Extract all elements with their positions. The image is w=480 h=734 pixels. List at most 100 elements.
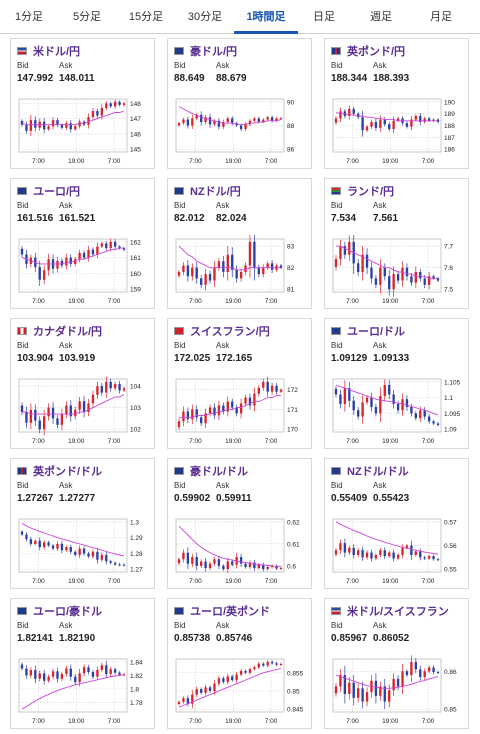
candle — [96, 246, 99, 255]
currency-pair-link[interactable]: ユーロ/ドル — [331, 324, 405, 338]
candle — [43, 121, 46, 130]
price-chart: 190 189 188 187 186 7:00 19:00 7:00 — [332, 98, 455, 165]
ask-value: 1.09133 — [373, 353, 410, 364]
currency-card[interactable]: ユーロ/豪ドル Bid Ask 1.82141 1.82190 1.84 1.82 1.8 1.… — [10, 598, 155, 729]
currency-pair-link[interactable]: スイスフラン/円 — [174, 324, 270, 338]
currency-pair-link[interactable]: 米ドル/スイスフラン — [331, 604, 449, 618]
y-tick-label: 1.095 — [444, 411, 461, 418]
candle — [78, 673, 81, 683]
currency-pair-link[interactable]: 英ポンド/ドル — [17, 464, 102, 478]
candle — [109, 381, 112, 389]
currency-card[interactable]: 豪ドル/ドル Bid Ask 0.59902 0.59911 0.62 0.61 0.6 7:0… — [167, 458, 312, 589]
x-tick-label: 19:00 — [225, 298, 242, 305]
currency-card[interactable]: スイスフラン/円 Bid Ask 172.025 172.165 172 171 170 7:0… — [167, 318, 312, 449]
y-tick-label: 148 — [130, 101, 141, 108]
candle — [266, 381, 269, 392]
candle — [405, 545, 409, 548]
currency-card[interactable]: ユーロ/英ポンド Bid Ask 0.85738 0.85746 0.855 0.85 0.8… — [167, 598, 312, 729]
currency-card[interactable]: 米ドル/円 Bid Ask 147.992 148.011 148 147 146 145 7:0… — [10, 38, 155, 169]
candle — [74, 409, 77, 417]
currency-card[interactable]: カナダドル/円 Bid Ask 103.904 103.919 104 103 102 7:00… — [10, 318, 155, 449]
currency-card[interactable]: ランド/円 Bid Ask 7.534 7.561 7.7 7.6 7.5 7:00 19:00 7… — [324, 178, 469, 309]
currency-pair-link[interactable]: ランド/円 — [331, 184, 394, 198]
candle — [82, 667, 86, 674]
currency-pair-link[interactable]: 米ドル/円 — [17, 44, 80, 58]
x-tick-label: 7:00 — [32, 298, 45, 305]
x-tick-label: 7:00 — [108, 298, 121, 305]
currency-pair-link[interactable]: 英ポンド/円 — [331, 44, 405, 58]
candle — [60, 124, 64, 128]
candle — [204, 413, 207, 424]
tab-daily[interactable]: 日足 — [313, 11, 335, 23]
currency-pair-name: 米ドル/円 — [33, 46, 81, 58]
candle — [91, 249, 95, 255]
candle — [396, 554, 400, 559]
bid-value: 0.55409 — [331, 493, 368, 504]
y-tick-label: 146 — [130, 131, 141, 138]
candle — [262, 663, 265, 666]
y-tick-label: 0.57 — [444, 519, 457, 526]
tab-weekly[interactable]: 週足 — [370, 11, 392, 23]
candle — [213, 407, 216, 416]
candle — [182, 698, 185, 702]
candle — [182, 265, 185, 272]
tab-30min[interactable]: 30分足 — [187, 11, 223, 23]
currency-card[interactable]: 英ポンド/ドル Bid Ask 1.27267 1.27277 1.3 1.29 1.28 1.… — [10, 458, 155, 589]
currency-card[interactable]: 豪ドル/円 Bid Ask 88.649 88.679 90 88 86 7:00 19:00 7:… — [167, 38, 312, 169]
currency-pair-link[interactable]: ユーロ/豪ドル — [17, 604, 102, 618]
candle — [392, 120, 395, 130]
tab-monthly[interactable]: 月足 — [430, 11, 452, 23]
candle — [47, 259, 50, 271]
candle — [401, 267, 404, 281]
x-tick-label: 7:00 — [422, 158, 435, 165]
bid-value: 147.992 — [17, 73, 54, 84]
candle — [222, 565, 225, 570]
currency-pair-name: 英ポンド/ドル — [33, 466, 103, 478]
y-tick-label: 159 — [130, 287, 141, 294]
moving-average-line — [178, 245, 281, 271]
currency-card[interactable]: ユーロ/円 Bid Ask 161.516 161.521 162 161 160 159 7:0… — [10, 178, 155, 309]
bid-label: Bid — [17, 621, 29, 630]
candle — [91, 394, 95, 404]
currency-pair-link[interactable]: 豪ドル/円 — [174, 44, 237, 58]
currency-card[interactable]: NZドル/円 Bid Ask 82.012 82.024 83 82 81 7:00 19:00 7… — [167, 178, 312, 309]
tab-5min[interactable]: 5分足 — [72, 11, 102, 23]
currency-pair-link[interactable]: カナダドル/円 — [17, 324, 102, 338]
candle — [231, 561, 234, 565]
candle — [87, 403, 90, 412]
candle — [204, 561, 207, 569]
currency-pair-link[interactable]: NZドル/円 — [174, 184, 241, 198]
currency-card[interactable]: NZドル/ドル Bid Ask 0.55409 0.55423 0.57 0.56 0.55 7… — [324, 458, 469, 589]
currency-card[interactable]: 英ポンド/円 Bid Ask 188.344 188.393 190 189 188 187 18… — [324, 38, 469, 169]
candle — [87, 117, 90, 125]
candle — [69, 123, 72, 130]
currency-pair-link[interactable]: NZドル/ドル — [331, 464, 409, 478]
tab-15min[interactable]: 15分足 — [128, 11, 164, 23]
candle — [122, 564, 126, 566]
candle — [365, 692, 369, 702]
candle — [270, 263, 274, 270]
candle — [334, 686, 338, 694]
y-tick-label: 186 — [444, 147, 455, 154]
currency-pair-link[interactable]: ユーロ/英ポンド — [174, 604, 270, 618]
currency-card[interactable]: 米ドル/スイスフラン Bid Ask 0.85967 0.86052 0.86 0.85 7:… — [324, 598, 469, 729]
candle — [87, 553, 90, 557]
candle — [266, 566, 269, 570]
tab-1min[interactable]: 1分足 — [14, 11, 44, 23]
y-tick-label: 1.1 — [444, 395, 453, 402]
candle — [113, 241, 117, 247]
candle — [388, 552, 391, 557]
currency-card[interactable]: ユーロ/ドル Bid Ask 1.09129 1.09133 1.105 1.1 1.095 1… — [324, 318, 469, 449]
candle — [279, 664, 283, 666]
currency-pair-link[interactable]: 豪ドル/ドル — [174, 464, 248, 478]
tab-1hour[interactable]: 1時間足 — [234, 0, 298, 34]
currency-pair-link[interactable]: ユーロ/円 — [17, 184, 80, 198]
candle — [253, 562, 256, 569]
candle — [109, 103, 112, 107]
x-tick-label: 19:00 — [68, 578, 85, 585]
ask-value: 148.011 — [59, 73, 95, 84]
candle — [248, 669, 252, 673]
bid-label: Bid — [174, 481, 186, 490]
candle — [361, 688, 364, 702]
candle — [248, 562, 252, 567]
